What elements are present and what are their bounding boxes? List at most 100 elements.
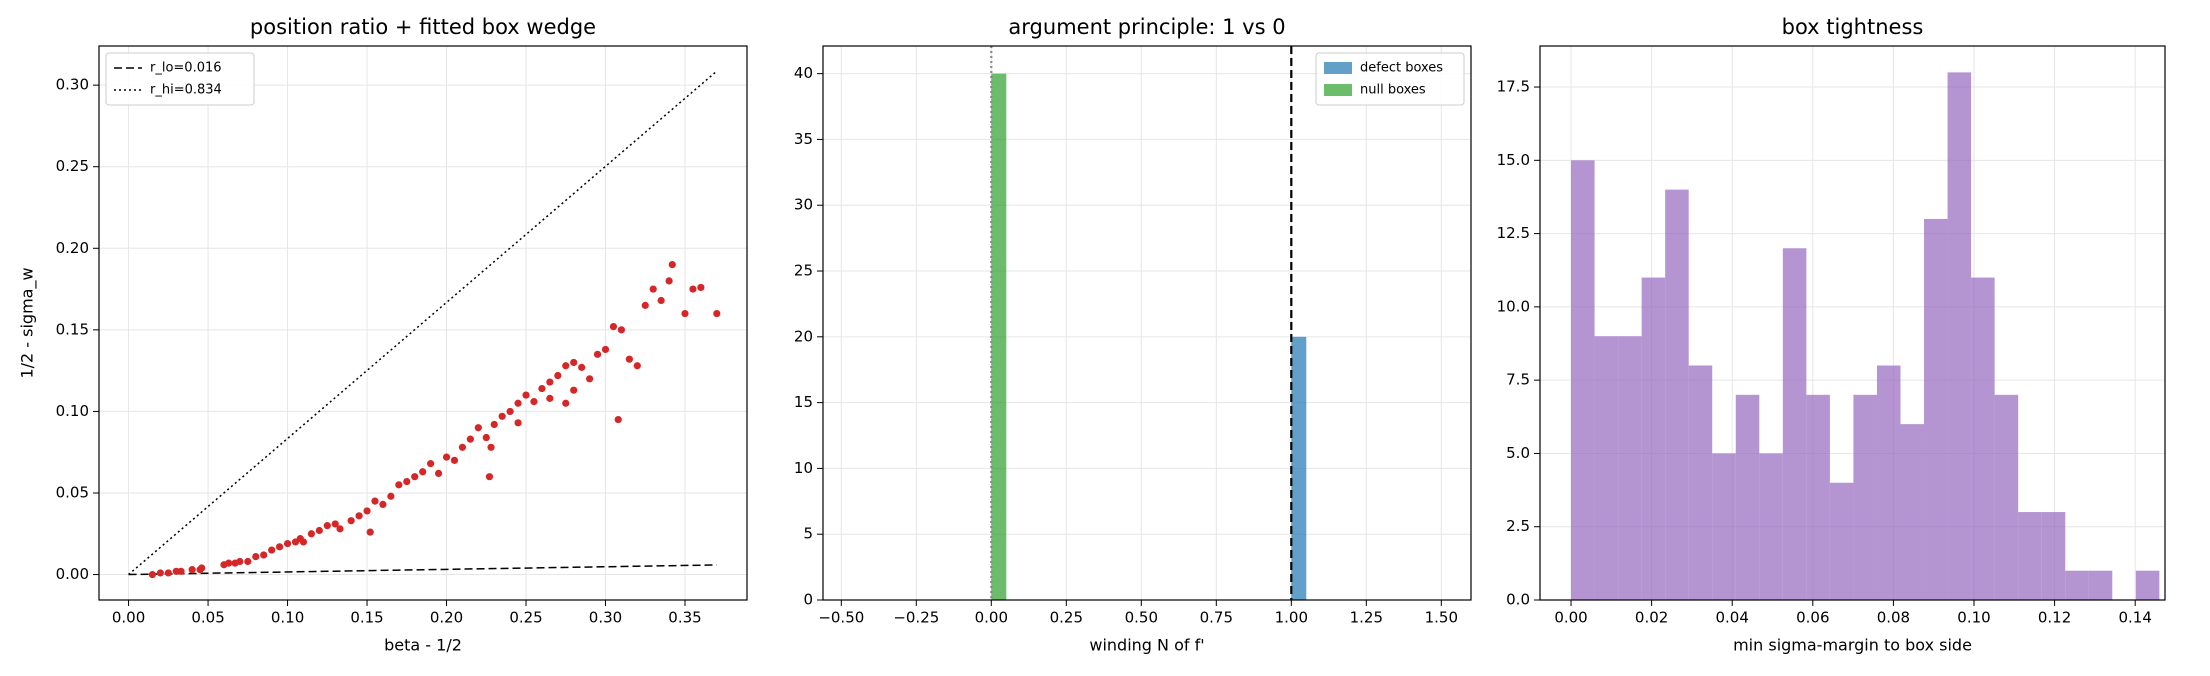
legend-label: null boxes [1360,83,1426,98]
legend-box [105,52,255,106]
legend: r_lo=0.016 r_hi=0.834 [105,52,255,106]
bar [1759,453,1783,600]
point [546,394,554,402]
point [363,507,371,515]
point [395,481,403,489]
point [474,424,482,432]
point [614,415,622,424]
chart-title: argument principle: 1 vs 0 [1008,15,1285,39]
y-tick-label: 0.20 [56,239,89,257]
bar [2041,512,2066,600]
point [411,473,419,481]
point [609,322,618,331]
point [427,460,435,468]
point [657,296,665,305]
point [299,538,308,546]
y-tick-label: 10.0 [1497,297,1530,315]
point [355,512,363,520]
axes-frame [822,45,1472,601]
y-tick-label: 0.25 [56,157,89,175]
point [487,443,495,451]
point [490,420,498,429]
y-tick-label: 0.10 [56,402,89,420]
x-tick-label: −0.50 [818,609,864,627]
y-tick-label: 0.30 [56,76,89,94]
y-tick-label: 0.00 [56,565,89,583]
y-tick-label: 30 [794,196,813,214]
point [458,443,467,451]
bar [1806,394,1830,600]
y-tick-label: 17.5 [1497,78,1530,96]
chart-title: position ratio + fitted box wedge [250,15,596,39]
legend-swatch [1324,84,1352,96]
y-tick-label: 25 [794,262,813,280]
point [697,283,705,292]
x-tick-label: 0.10 [1957,609,1990,627]
point [442,453,451,461]
legend-swatch [1324,62,1352,74]
bar [1735,394,1760,600]
x-tick-label: 0.50 [1125,609,1158,627]
x-axis-label: beta - 1/2 [384,636,462,655]
x-tick-label: 0.25 [509,609,542,627]
bar [1971,277,1995,600]
legend: defect boxes null boxes [1315,52,1465,106]
y-tick-label: 20 [794,327,813,345]
legend-label: defect boxes [1360,61,1443,76]
point [514,399,522,407]
bar [1782,248,1807,600]
bar [2065,570,2089,600]
bar [991,73,1007,600]
point [371,497,379,505]
point [379,500,387,509]
bar [1641,277,1666,600]
point [315,526,323,535]
x-tick-label: 0.00 [112,609,145,627]
point [336,525,344,533]
point [198,564,206,572]
point [482,433,490,442]
y-tick-label: 2.5 [1506,517,1530,535]
point [562,399,570,407]
y-tick-label: 5.0 [1506,444,1530,462]
point [681,309,689,318]
x-tick-label: 0.10 [271,609,304,627]
point [268,546,276,554]
point [485,473,494,481]
point [450,456,459,464]
bar [1618,336,1642,600]
y-tick-label: 7.5 [1506,371,1530,389]
bar [1900,424,1925,600]
bar [1994,394,2019,600]
point [283,539,292,548]
point [617,326,626,334]
point [244,557,252,566]
x-tick-label: 0.04 [1716,609,1749,627]
point [419,468,427,476]
x-tick-label: 0.14 [2118,609,2151,627]
y-tick-label: 0.15 [56,320,89,338]
point [188,566,196,574]
point [276,543,284,551]
point [641,301,649,309]
point [225,559,233,567]
x-tick-label: 0.30 [589,609,622,627]
x-tick-label: 0.15 [350,609,383,627]
bar [1924,218,1948,600]
point [570,358,578,367]
point [522,391,530,399]
x-tick-label: 0.00 [975,609,1008,627]
point [156,569,164,577]
point [148,570,157,579]
x-tick-label: 0.12 [2038,609,2071,627]
bar [1665,189,1689,600]
point [347,517,355,525]
x-axis-label: min sigma-margin to box side [1733,636,1972,655]
legend-label: r_hi=0.834 [150,83,222,98]
point [466,435,474,443]
x-tick-label: 0.20 [430,609,463,627]
bar [2135,570,2160,600]
x-tick-label: 1.50 [1425,609,1458,627]
x-tick-label: 0.06 [1796,609,1829,627]
